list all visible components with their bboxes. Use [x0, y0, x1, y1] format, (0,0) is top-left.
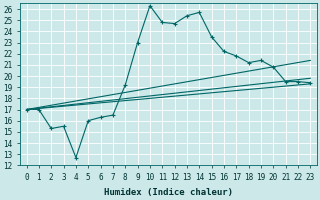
X-axis label: Humidex (Indice chaleur): Humidex (Indice chaleur): [104, 188, 233, 197]
